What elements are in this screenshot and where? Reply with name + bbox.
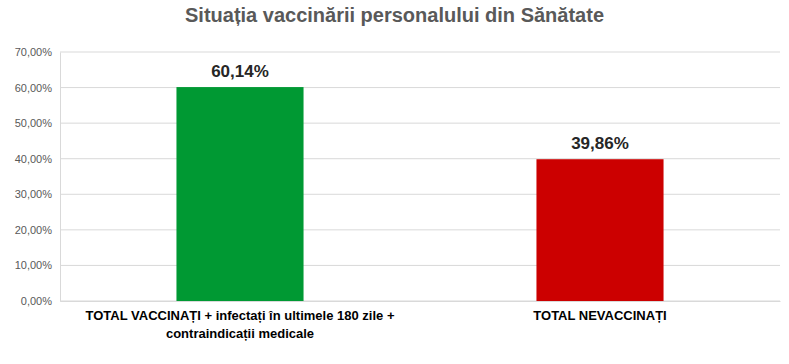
y-tick-label: 60,00%: [15, 82, 53, 94]
y-tick-label: 30,00%: [15, 188, 53, 200]
y-tick-label: 40,00%: [15, 153, 53, 165]
grid-line: [60, 194, 780, 195]
grid-line: [60, 265, 780, 266]
x-axis-line: [61, 301, 781, 302]
y-tick: 60,00%: [15, 82, 60, 94]
y-tick: 70,00%: [15, 46, 60, 58]
grid-line: [60, 52, 780, 53]
y-tick-label: 10,00%: [15, 259, 53, 271]
bar: [176, 87, 303, 301]
chart: Situația vaccinării personalului din Săn…: [0, 0, 789, 364]
y-tick: 0,00%: [21, 295, 60, 307]
grid-line: [60, 123, 780, 124]
grid-line: [60, 158, 780, 159]
plot: 0,00% 10,00% 20,00% 30,00% 40,00% 50,00% 60,00…: [15, 46, 781, 341]
bars: [176, 87, 663, 301]
grid-line: [60, 301, 780, 302]
y-axis: 0,00% 10,00% 20,00% 30,00% 40,00% 50,00% 60,00…: [15, 46, 61, 307]
y-tick: 20,00%: [15, 224, 60, 236]
y-tick-label: 70,00%: [15, 46, 53, 58]
x-tick-label: TOTAL NEVACCINAȚI: [533, 308, 666, 323]
data-labels: 60,14% 39,86%: [211, 62, 629, 153]
y-tick: 30,00%: [15, 188, 60, 200]
y-tick: 10,00%: [15, 259, 60, 271]
x-tick: TOTAL NEVACCINAȚI: [533, 301, 666, 323]
grid: [60, 52, 780, 301]
x-tick-label: TOTAL VACCINAȚI + infectați în ultimele …: [86, 308, 395, 341]
title: Situația vaccinării personalului din Săn…: [185, 4, 604, 26]
grid-line: [60, 87, 780, 88]
bar: [536, 159, 663, 301]
x-axis: TOTAL VACCINAȚI + infectați în ultimele …: [61, 301, 781, 341]
y-tick-label: 0,00%: [21, 295, 52, 307]
y-tick-label: 20,00%: [15, 224, 53, 236]
y-tick: 40,00%: [15, 153, 60, 165]
y-tick-label: 50,00%: [15, 117, 53, 129]
y-axis-line: [60, 53, 61, 302]
data-label: 39,86%: [571, 134, 629, 153]
y-tick: 50,00%: [15, 117, 60, 129]
grid-line: [60, 229, 780, 230]
data-label: 60,14%: [211, 62, 269, 81]
x-tick: TOTAL VACCINAȚI + infectați în ultimele …: [86, 301, 395, 341]
